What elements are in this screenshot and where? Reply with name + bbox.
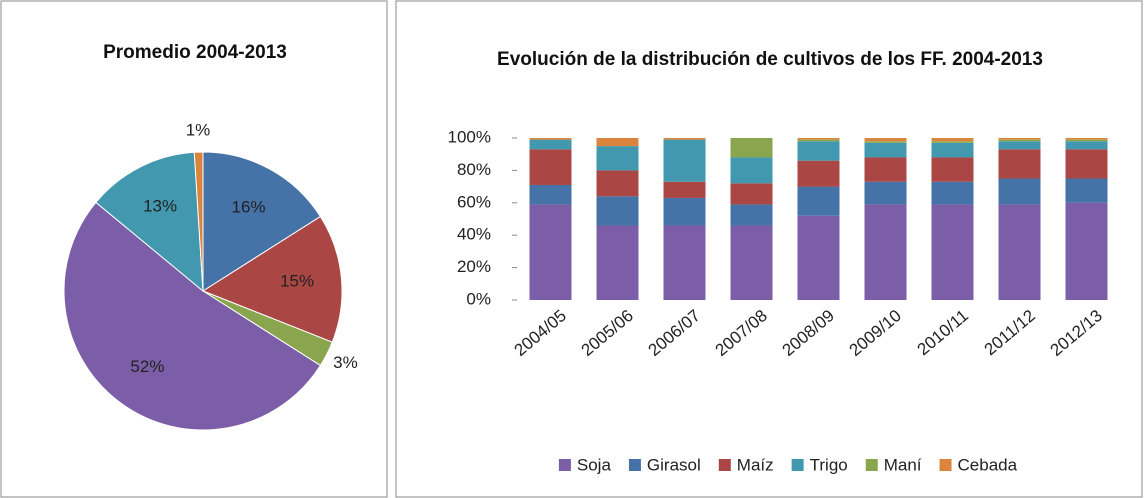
bar-segment [730,157,773,184]
legend-label: Trigo [810,455,848,474]
y-tick-label: 20% [457,257,491,276]
y-tick-label: 60% [457,192,491,211]
legend-label: Cebada [958,455,1018,474]
bar-segment [596,146,639,171]
bar-segment [864,138,907,142]
pie-slice [193,151,204,292]
bar-segment [596,138,639,147]
slice-label: 3% [333,353,358,372]
bar-segment [797,160,840,187]
pie-slice [63,201,322,431]
bar-segment [797,141,840,161]
bar-segment [529,184,572,205]
bar-segment [931,142,974,158]
bar-segment [1065,178,1108,203]
bar-segment [529,139,572,150]
bar-segment [1065,202,1108,300]
bar-segment [797,186,840,216]
bar-segment [864,157,907,182]
bar-segment [663,197,706,226]
slice-label: 16% [232,198,266,217]
legend-swatch [939,459,952,471]
legend-swatch [791,459,804,471]
bar-segment [1065,149,1108,179]
slice-label: 13% [143,196,177,215]
bar-segment [864,141,907,143]
bar-segment [1065,141,1108,150]
bar-segment [797,139,840,142]
bar-segment [730,204,773,226]
bar-segment [1065,139,1108,142]
bar-segment [529,204,572,300]
bar-segment [998,149,1041,179]
bar-segment [864,204,907,300]
y-tick-label: 80% [457,160,491,179]
bar-segment [797,138,840,140]
y-tick-label: 40% [457,225,491,244]
bar-segment [998,204,1041,300]
bar-segment [998,139,1041,142]
bar-segment [931,181,974,205]
legend-label: Girasol [647,455,701,474]
bar-segment [998,178,1041,205]
legend-swatch [718,459,731,471]
slice-label: 52% [130,357,164,376]
bar-segment [596,196,639,226]
bar-segment [931,204,974,300]
legend-label: Maní [884,455,922,474]
bar-segment [931,141,974,143]
bar-segment [931,157,974,182]
bar-segment [797,215,840,300]
bar-segment [864,181,907,205]
bar-segment [529,138,572,140]
bar-segment [730,138,773,158]
legend-swatch [628,459,641,471]
bar-segment [596,170,639,197]
pie-slice [95,151,204,293]
y-tick-label: 100% [448,127,491,146]
slice-label: 1% [186,121,211,140]
pie-title: Promedio 2004-2013 [103,42,287,63]
pie-slice [201,215,343,343]
legend-swatch [558,459,571,471]
bar-segment [663,139,706,182]
bar-segment [730,183,773,205]
bar-segment [864,142,907,158]
legend-label: Maíz [737,455,774,474]
legend-label: Soja [577,455,612,474]
bar-segment [730,225,773,300]
bar-segment [663,138,706,140]
bar-segment [1065,138,1108,140]
pie-slice [202,151,322,292]
legend-swatch [865,459,878,471]
bar-segment [663,225,706,300]
slice-label: 15% [280,272,314,291]
y-tick-label: 0% [466,289,491,308]
bar-segment [931,138,974,142]
bar-segment [998,138,1041,140]
bar-segment [998,141,1041,150]
bar-segment [529,149,572,185]
bar-segment [663,181,706,198]
bar-title: Evolución de la distribución de cultivos… [497,49,1043,70]
bar-segment [596,225,639,300]
